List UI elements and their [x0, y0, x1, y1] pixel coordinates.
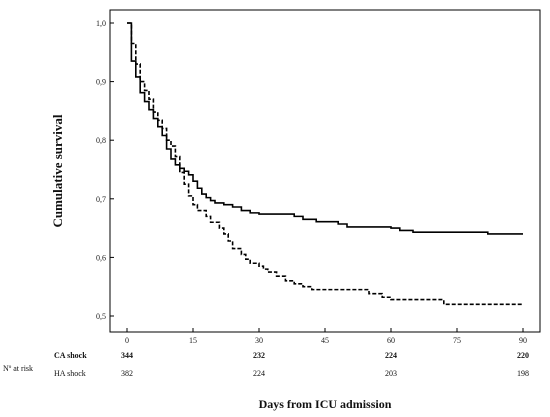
x-axis-ticks: 0 15 30 45 60 75 90 [125, 328, 527, 345]
y-tick-label: 0,9 [96, 78, 106, 87]
y-axis-ticks: 0,5 0,6 0,7 0,8 0,9 1,0 [96, 19, 114, 321]
x-tick-label: 30 [255, 336, 263, 345]
y-tick-label: 0,7 [96, 195, 106, 204]
risk-row-label: CA shock [54, 351, 87, 360]
risk-value: 220 [517, 351, 529, 360]
x-tick-label: 60 [387, 336, 395, 345]
plot-frame [109, 9, 541, 333]
risk-value: 198 [517, 369, 529, 378]
y-tick-label: 1,0 [96, 19, 106, 28]
y-tick-label: 0,5 [96, 312, 106, 321]
risk-table: CA shock 344 232 224 220 HA shock 382 224 203 198 [54, 351, 529, 378]
y-tick-label: 0,8 [96, 136, 106, 145]
risk-value: 344 [121, 351, 133, 360]
y-axis-title: Cumulative survival [50, 114, 65, 227]
series-layer [127, 22, 523, 306]
risk-table-label: Nº at risk [3, 364, 33, 373]
x-axis-title: Days from ICU admission [259, 397, 392, 411]
x-tick-label: 75 [453, 336, 461, 345]
x-tick-label: 0 [125, 336, 129, 345]
risk-row-label: HA shock [54, 369, 86, 378]
x-tick-label: 90 [519, 336, 527, 345]
risk-value: 224 [385, 351, 397, 360]
risk-value: 203 [385, 369, 397, 378]
y-tick-label: 0,6 [96, 253, 106, 262]
risk-value: 224 [253, 369, 265, 378]
x-tick-label: 45 [321, 336, 329, 345]
series-ha-shock-line [127, 22, 523, 306]
x-tick-label: 15 [189, 336, 197, 345]
risk-value: 382 [121, 369, 133, 378]
series-ca-shock-line [127, 22, 523, 235]
risk-value: 232 [253, 351, 265, 360]
